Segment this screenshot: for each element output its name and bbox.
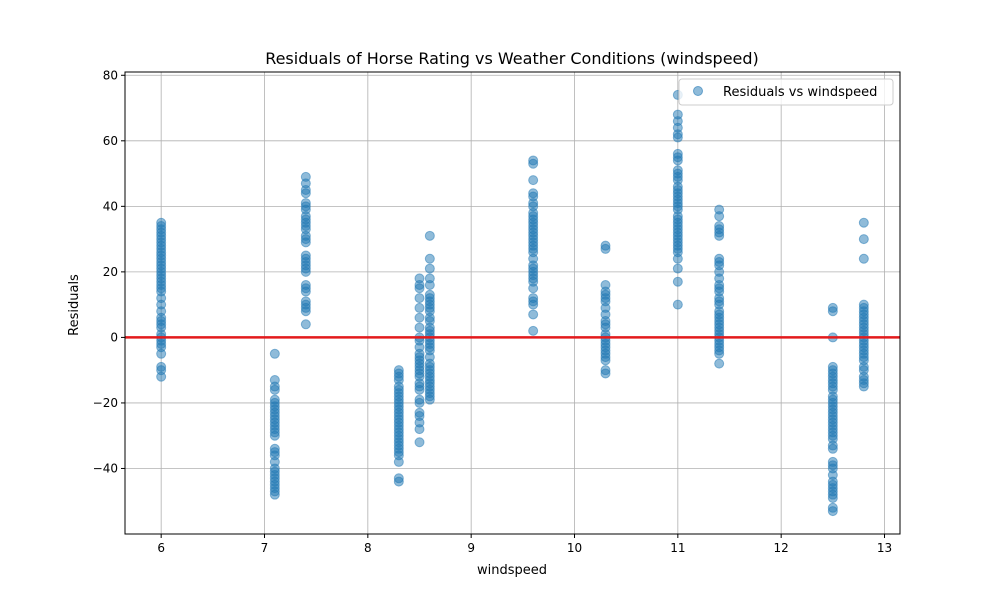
x-tick-label: 9	[467, 541, 475, 555]
data-point	[424, 230, 435, 241]
data-point	[300, 319, 311, 330]
data-point	[424, 263, 435, 274]
data-point	[300, 237, 311, 248]
x-tick-label: 6	[157, 541, 165, 555]
x-tick-label: 7	[261, 541, 269, 555]
data-point	[672, 299, 683, 310]
data-point	[858, 253, 869, 264]
plot-area	[125, 72, 900, 534]
y-tick-label: 80	[103, 68, 118, 82]
data-point	[600, 368, 611, 379]
legend-label: Residuals vs windspeed	[723, 85, 877, 100]
data-point	[858, 381, 869, 392]
x-axis-label: windspeed	[477, 563, 547, 578]
data-point	[424, 253, 435, 264]
data-point	[600, 243, 611, 254]
data-point	[269, 489, 280, 500]
plot-background	[125, 72, 900, 534]
x-axis-ticks: 6 7 8 9 10 11 12 13	[157, 534, 892, 555]
data-point	[858, 234, 869, 245]
data-point	[672, 253, 683, 264]
x-tick-label: 10	[567, 541, 582, 555]
data-point	[672, 155, 683, 166]
y-tick-label: 0	[110, 330, 118, 344]
data-point	[414, 302, 425, 313]
data-point	[672, 263, 683, 274]
data-point	[300, 266, 311, 277]
data-point	[269, 384, 280, 395]
data-point	[672, 132, 683, 143]
data-point	[300, 286, 311, 297]
data-point	[269, 348, 280, 359]
data-point	[827, 306, 838, 317]
data-point	[414, 424, 425, 435]
data-point	[827, 443, 838, 454]
y-tick-label: −40	[93, 461, 118, 475]
data-point	[528, 325, 539, 336]
data-point	[414, 437, 425, 448]
data-point	[827, 492, 838, 503]
legend-box	[678, 78, 894, 106]
data-point	[528, 158, 539, 169]
legend: Residuals vs windspeed	[678, 78, 894, 106]
data-point	[858, 217, 869, 228]
data-point	[393, 476, 404, 487]
data-point	[424, 279, 435, 290]
x-tick-label: 8	[364, 541, 372, 555]
y-tick-label: −20	[93, 396, 118, 410]
chart-title: Residuals of Horse Rating vs Weather Con…	[265, 49, 759, 68]
data-point	[414, 397, 425, 408]
data-point	[414, 283, 425, 294]
data-point	[528, 309, 539, 320]
x-tick-label: 12	[774, 541, 789, 555]
data-point	[827, 506, 838, 517]
data-points	[156, 89, 869, 517]
x-tick-label: 13	[877, 541, 892, 555]
data-point	[424, 394, 435, 405]
data-point	[528, 175, 539, 186]
data-point	[414, 312, 425, 323]
y-tick-label: 60	[103, 134, 118, 148]
x-tick-label: 11	[670, 541, 685, 555]
data-point	[156, 371, 167, 382]
data-point	[300, 306, 311, 317]
data-point	[414, 322, 425, 333]
data-point	[528, 283, 539, 294]
data-point	[714, 358, 725, 369]
y-tick-label: 20	[103, 265, 118, 279]
y-axis-label: Residuals	[67, 274, 82, 336]
data-point	[528, 299, 539, 310]
data-point	[600, 355, 611, 366]
data-point	[300, 188, 311, 199]
data-point	[714, 230, 725, 241]
data-point	[414, 293, 425, 304]
data-point	[414, 384, 425, 395]
data-point	[156, 348, 167, 359]
data-point	[714, 348, 725, 359]
y-tick-label: 40	[103, 199, 118, 213]
data-point	[393, 456, 404, 467]
data-point	[672, 276, 683, 287]
data-point	[714, 211, 725, 222]
y-axis-ticks: −40 −20 0 20 40 60 80	[93, 68, 125, 475]
data-point	[269, 430, 280, 441]
axes-border	[124, 71, 901, 535]
legend-marker	[693, 86, 703, 96]
axes-frame	[124, 71, 901, 535]
